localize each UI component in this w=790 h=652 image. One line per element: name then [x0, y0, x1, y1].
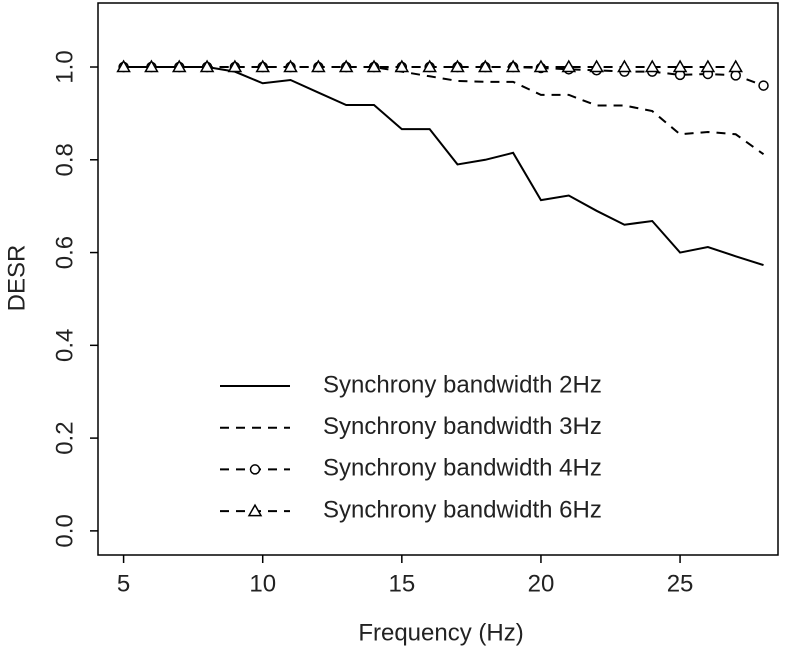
legend-marker [247, 503, 263, 517]
legend-label: Synchrony bandwidth 2Hz [323, 371, 602, 398]
point [171, 59, 187, 73]
x-tick-label: 20 [528, 570, 555, 597]
x-tick-label: 5 [117, 570, 130, 597]
point [366, 59, 382, 73]
y-axis-label: DESR [3, 245, 30, 312]
x-tick-label: 15 [388, 570, 415, 597]
legend-label: Synchrony bandwidth 3Hz [323, 413, 602, 440]
y-tick-label: 0.2 [51, 421, 78, 454]
point [255, 59, 271, 73]
x-tick-label: 25 [667, 570, 694, 597]
point [700, 59, 716, 73]
plot-frame [97, 2, 779, 556]
point [450, 59, 465, 73]
y-tick-label: 1.0 [51, 50, 78, 83]
legend-label: Synchrony bandwidth 6Hz [323, 496, 602, 523]
point [394, 59, 410, 73]
series-line [123, 66, 764, 267]
point [589, 59, 604, 73]
point [422, 59, 437, 73]
point [116, 59, 131, 73]
point [644, 59, 660, 73]
x-tick-label: 10 [249, 570, 276, 597]
point [144, 59, 159, 73]
point [617, 59, 632, 73]
series-line [123, 66, 765, 156]
point [311, 59, 326, 73]
point [478, 59, 493, 73]
point [561, 59, 577, 73]
legend-marker [249, 464, 261, 475]
point [505, 59, 521, 73]
point [672, 59, 688, 73]
point [728, 59, 744, 73]
y-tick-label: 0.6 [51, 236, 78, 269]
point [283, 59, 298, 73]
x-axis-label: Frequency (Hz) [358, 619, 523, 646]
point [199, 59, 215, 73]
legend-label: Synchrony bandwidth 4Hz [323, 455, 602, 482]
point [338, 59, 354, 73]
point [533, 59, 549, 73]
point [758, 80, 769, 91]
y-tick-label: 0.8 [51, 143, 78, 176]
y-tick-label: 0.0 [51, 514, 78, 547]
y-tick-label: 0.4 [51, 329, 78, 362]
point [227, 59, 243, 73]
